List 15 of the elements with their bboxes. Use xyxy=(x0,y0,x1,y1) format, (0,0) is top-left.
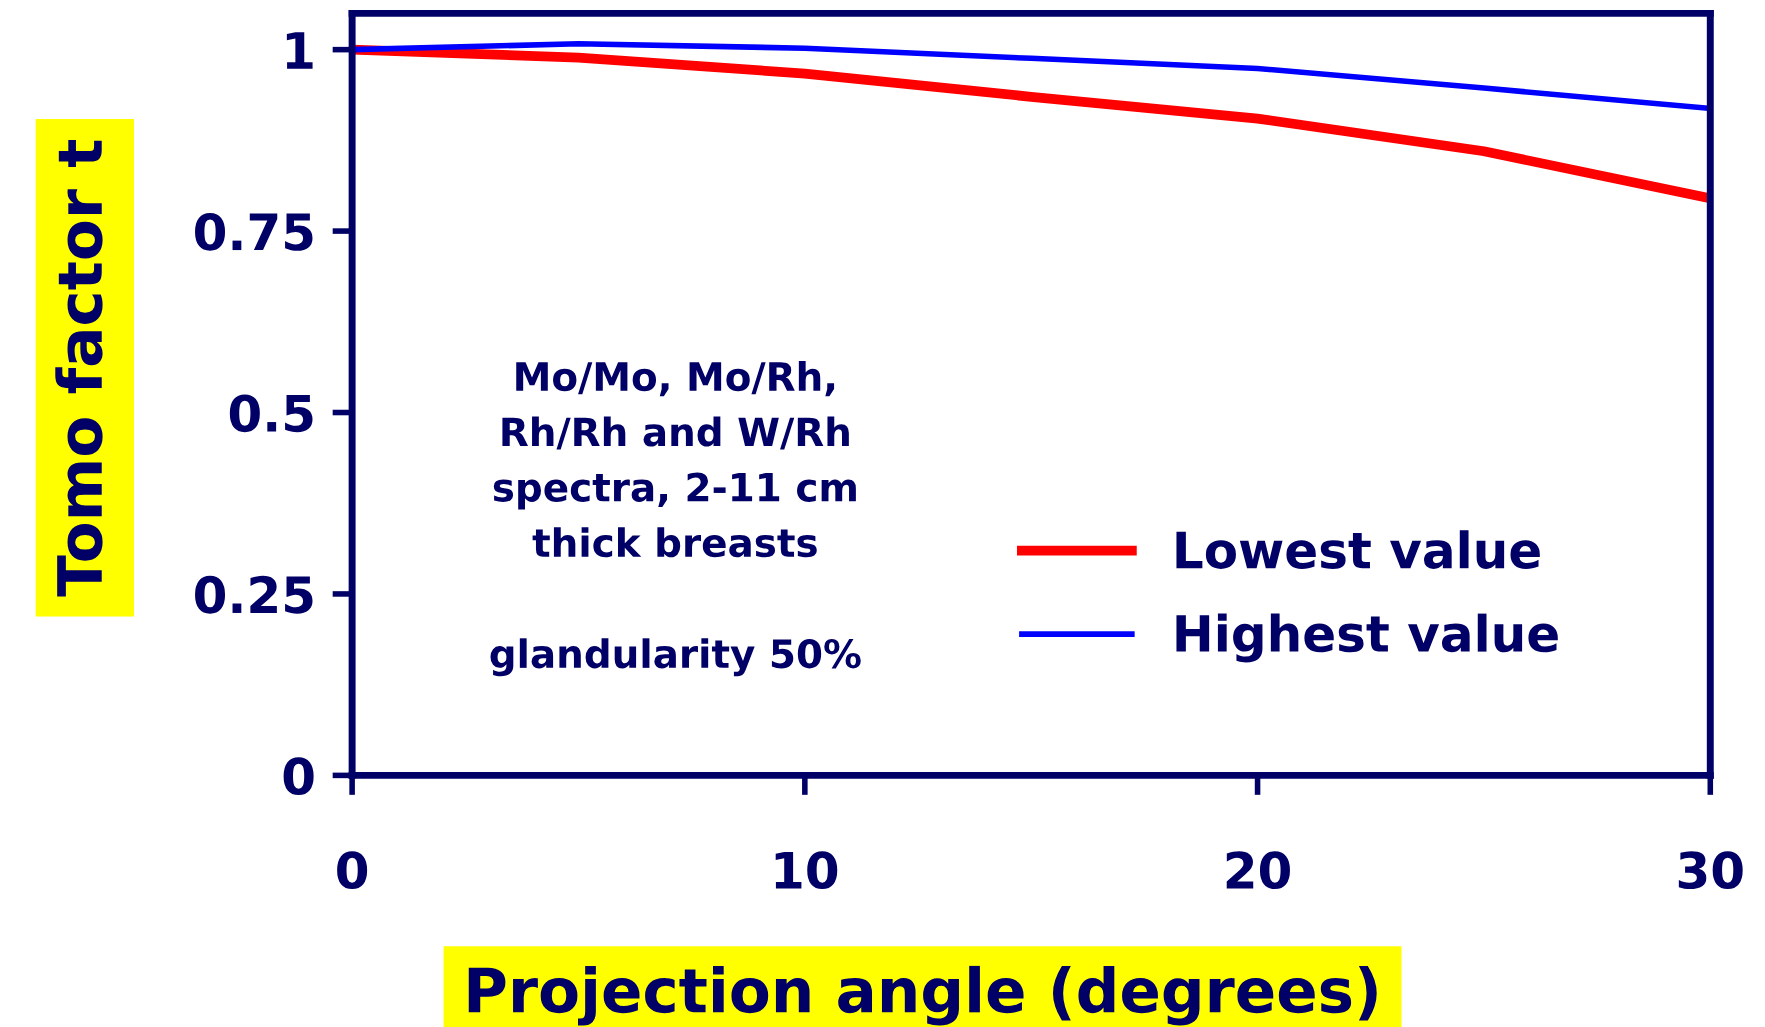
x-axis-title: Projection angle (degrees) xyxy=(468,965,1377,1026)
y-tick-label: 0.75 xyxy=(195,212,313,251)
x-tick-label: 0 xyxy=(337,851,368,890)
y-tick-label: 0.25 xyxy=(195,575,313,614)
annotation: Mo/Mo, Mo/Rh, Rh/Rh and W/Rh spectra, 2-11 cm thick breasts xyxy=(493,361,856,558)
y-tick-label: 0 xyxy=(283,757,314,796)
y-tick-label: 0.5 xyxy=(229,394,313,433)
legend-label: Lowest value xyxy=(1176,530,1540,569)
x-tick-label: 10 xyxy=(775,851,838,890)
annotation: glandularity 50% xyxy=(490,638,861,677)
y-axis-title: Tomo factor t xyxy=(55,139,103,597)
y-tick-label: 1 xyxy=(286,32,313,69)
x-tick-label: 30 xyxy=(1678,851,1743,890)
legend-label: Highest value xyxy=(1176,613,1558,663)
x-tick-label: 20 xyxy=(1226,851,1290,890)
